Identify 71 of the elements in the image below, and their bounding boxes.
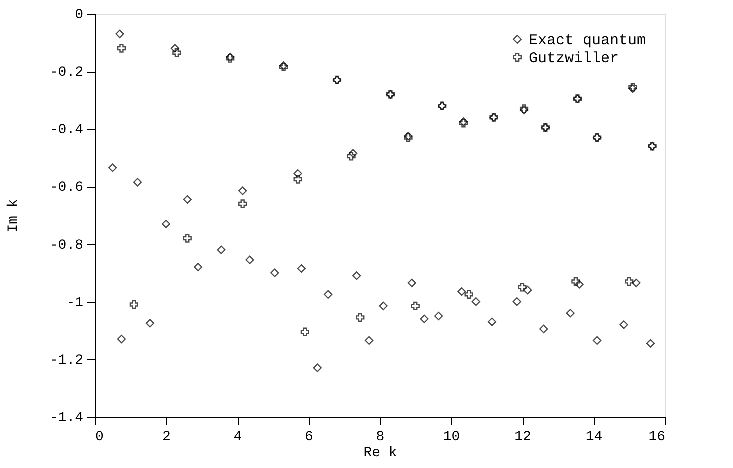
point bbox=[632, 278, 641, 288]
point bbox=[352, 272, 362, 280]
point bbox=[294, 175, 302, 184]
point bbox=[434, 312, 444, 321]
point bbox=[130, 300, 138, 310]
point bbox=[133, 178, 142, 187]
point bbox=[347, 152, 356, 161]
y-tick-label: -1 bbox=[66, 295, 84, 312]
point bbox=[646, 339, 656, 348]
y-tick-label: -0.4 bbox=[50, 122, 84, 139]
point bbox=[170, 44, 180, 53]
y-tick-label: 0 bbox=[75, 8, 84, 24]
point bbox=[116, 30, 124, 38]
point bbox=[183, 195, 192, 204]
x-axis-title: Re k bbox=[364, 446, 398, 462]
point bbox=[379, 302, 388, 310]
x-tick-label: 8 bbox=[376, 430, 385, 446]
point bbox=[593, 336, 602, 346]
point bbox=[575, 280, 584, 289]
point bbox=[297, 264, 306, 274]
point bbox=[411, 302, 420, 310]
point bbox=[566, 309, 575, 318]
x-tick-label: 16 bbox=[648, 430, 666, 446]
x-tick-label: 12 bbox=[514, 430, 532, 446]
point bbox=[472, 298, 480, 306]
point bbox=[146, 319, 155, 328]
point bbox=[217, 246, 226, 254]
point bbox=[540, 324, 548, 334]
point bbox=[246, 256, 254, 264]
point bbox=[524, 286, 532, 295]
point bbox=[324, 290, 333, 299]
point bbox=[300, 328, 310, 336]
point bbox=[625, 277, 634, 286]
point bbox=[420, 314, 429, 324]
y-tick-label: -0.8 bbox=[50, 238, 84, 254]
legend-label: Exact quantum bbox=[529, 32, 646, 50]
y-tick-label: -1.4 bbox=[50, 410, 84, 426]
point bbox=[238, 186, 248, 196]
y-tick-label: -0.6 bbox=[50, 180, 84, 196]
point bbox=[294, 169, 302, 178]
point bbox=[518, 283, 527, 292]
point bbox=[408, 278, 416, 288]
x-tick-label: 0 bbox=[96, 430, 104, 446]
point bbox=[464, 290, 474, 299]
x-tick-label: 14 bbox=[586, 430, 603, 446]
y-tick-label: -1.2 bbox=[50, 352, 84, 369]
x-tick-label: 4 bbox=[234, 430, 242, 446]
point bbox=[572, 277, 580, 286]
point bbox=[117, 44, 126, 53]
legend-label: Gutzwiller bbox=[529, 50, 620, 68]
point bbox=[108, 164, 118, 172]
point bbox=[488, 318, 497, 326]
point bbox=[162, 220, 171, 228]
point bbox=[458, 287, 466, 296]
point bbox=[512, 298, 522, 306]
point bbox=[356, 313, 365, 322]
point bbox=[238, 200, 248, 208]
point bbox=[270, 268, 280, 278]
point bbox=[172, 48, 182, 58]
point bbox=[620, 320, 628, 330]
y-axis-title: Im k bbox=[6, 199, 22, 233]
x-tick-label: 6 bbox=[305, 430, 314, 446]
point bbox=[117, 334, 126, 344]
x-tick-label: 10 bbox=[443, 430, 460, 446]
point bbox=[348, 149, 358, 158]
point bbox=[365, 336, 374, 346]
y-tick-label: -0.2 bbox=[50, 65, 84, 82]
point bbox=[313, 364, 322, 372]
point bbox=[194, 263, 203, 272]
x-tick-label: 2 bbox=[162, 430, 171, 446]
point bbox=[183, 234, 192, 243]
